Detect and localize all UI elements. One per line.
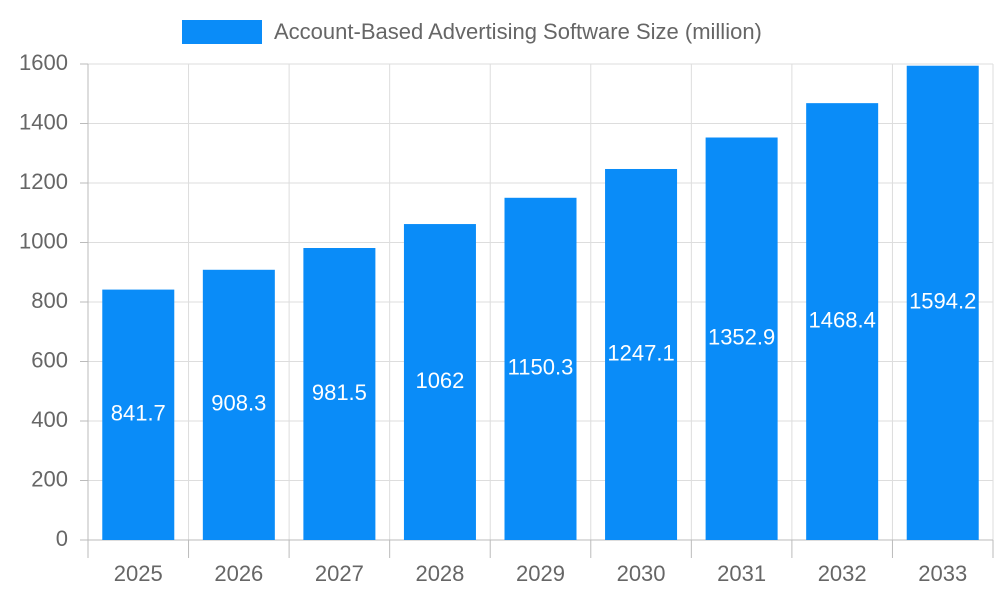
bar: [705, 137, 778, 540]
x-tick-label: 2030: [617, 561, 666, 586]
bar: [102, 289, 175, 540]
bar: [202, 269, 275, 540]
value-label: 981.5: [312, 380, 367, 405]
value-label: 1468.4: [809, 307, 876, 332]
y-tick-label: 200: [31, 466, 68, 491]
value-label: 1352.9: [708, 325, 775, 350]
value-label: 908.3: [211, 391, 266, 416]
x-tick-label: 2027: [315, 561, 364, 586]
value-label: 1594.2: [909, 289, 976, 314]
bar: [806, 103, 879, 540]
bar: [303, 248, 376, 540]
x-tick-label: 2028: [415, 561, 464, 586]
y-tick-label: 1200: [19, 169, 68, 194]
value-label: 1150.3: [508, 355, 574, 380]
x-tick-label: 2026: [214, 561, 263, 586]
x-tick-label: 2031: [717, 561, 766, 586]
y-tick-label: 0: [56, 526, 68, 551]
y-tick-label: 800: [31, 288, 68, 313]
bar: [403, 224, 476, 540]
value-label: 1247.1: [607, 340, 674, 365]
y-tick-label: 1600: [19, 50, 68, 75]
value-label: 841.7: [111, 401, 166, 426]
legend-swatch: [182, 20, 262, 44]
bar: [504, 197, 577, 540]
y-tick-label: 1400: [19, 109, 68, 134]
y-tick-label: 400: [31, 407, 68, 432]
y-tick-label: 600: [31, 347, 68, 372]
x-tick-label: 2033: [918, 561, 967, 586]
y-tick-label: 1000: [19, 228, 68, 253]
x-tick-label: 2025: [114, 561, 163, 586]
bar: [906, 65, 979, 541]
legend-label: Account-Based Advertising Software Size …: [274, 19, 762, 44]
x-tick-label: 2029: [516, 561, 565, 586]
bar: [605, 168, 678, 541]
value-label: 1062: [415, 368, 464, 393]
x-tick-label: 2032: [818, 561, 867, 586]
